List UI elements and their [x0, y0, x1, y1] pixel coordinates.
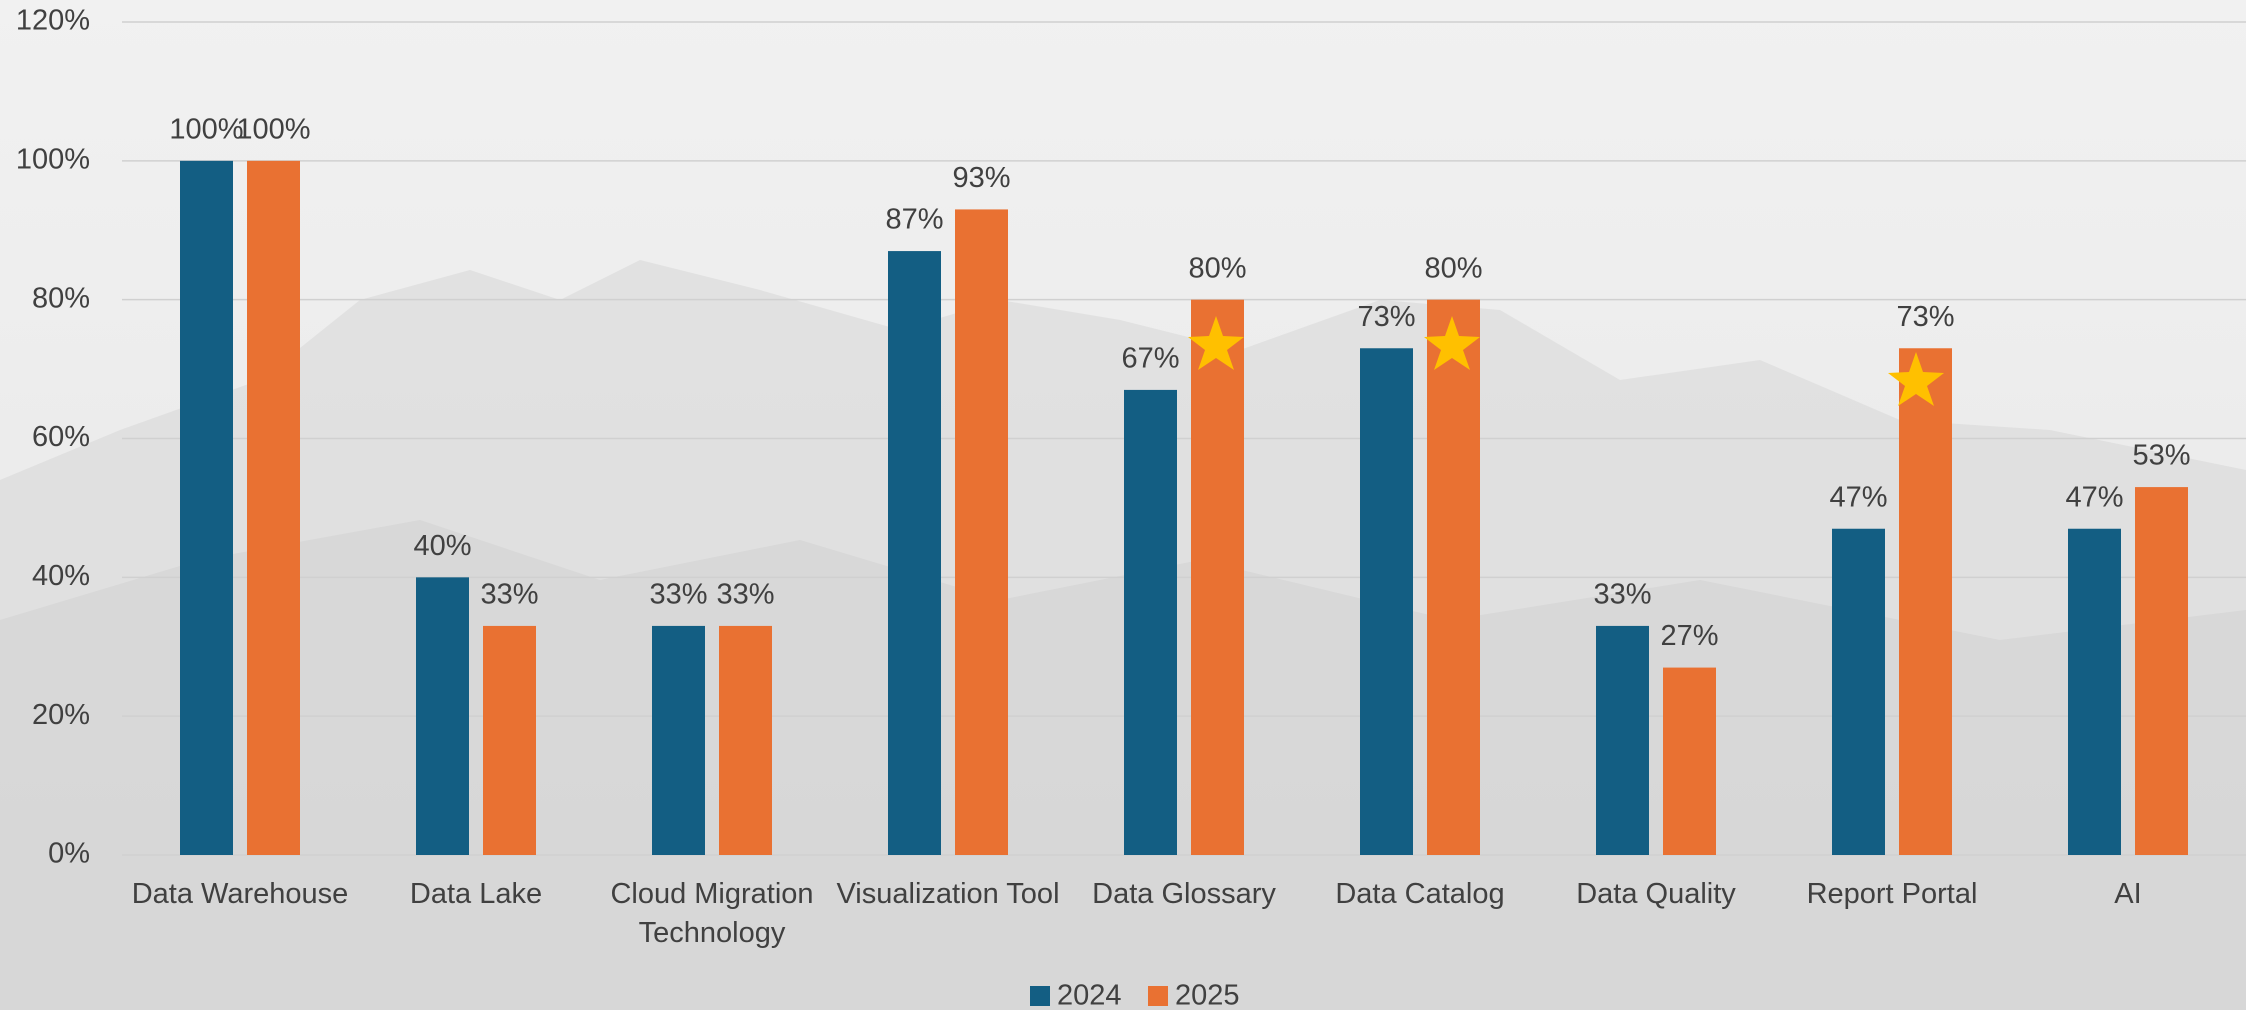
legend-label: 2024: [1057, 980, 1122, 1010]
bar: [888, 251, 941, 855]
data-label: 33%: [649, 579, 707, 611]
data-label: 40%: [413, 530, 471, 562]
bar: [652, 625, 705, 855]
data-label: 47%: [2065, 481, 2123, 513]
x-tick-label: Data Warehouse: [131, 878, 349, 910]
data-label: 67%: [1121, 343, 1179, 375]
y-tick-label: 40%: [32, 560, 90, 592]
legend-label: 2025: [1175, 980, 1240, 1010]
bar: [719, 625, 772, 855]
data-label: 33%: [480, 579, 538, 611]
bar: [2135, 487, 2188, 855]
x-tick-label: Data Catalog: [1335, 878, 1505, 910]
star: [1424, 316, 1480, 370]
bar: [247, 160, 300, 856]
data-label: 80%: [1424, 252, 1482, 284]
data-label: 80%: [1188, 252, 1246, 284]
x-tick-label: Data Quality: [1576, 878, 1736, 910]
x-tick-label: Data Lake: [409, 878, 543, 910]
y-tick-label: 0%: [48, 838, 90, 870]
data-label: 100%: [169, 113, 243, 145]
data-label: 100%: [236, 113, 310, 145]
star-markers: [1188, 316, 1944, 406]
bar: [180, 160, 233, 856]
y-tick-label: 100%: [16, 143, 90, 175]
data-label: 33%: [1593, 579, 1651, 611]
bar: [1663, 667, 1716, 855]
x-tick-label: AI: [2114, 878, 2142, 910]
bar: [1360, 348, 1413, 855]
y-tick-label: 20%: [32, 699, 90, 731]
y-tick-label: 60%: [32, 421, 90, 453]
data-label: 47%: [1829, 481, 1887, 513]
data-label: 53%: [2132, 440, 2190, 472]
legend-swatch: [1148, 986, 1168, 1006]
bar: [1427, 299, 1480, 856]
star: [1888, 352, 1944, 406]
bar: [1832, 528, 1885, 855]
data-label: 27%: [1660, 620, 1718, 652]
bar: [1899, 348, 1952, 855]
data-label: 93%: [952, 162, 1010, 194]
bar: [2068, 528, 2121, 855]
bar: [955, 209, 1008, 856]
bar: [1191, 299, 1244, 856]
x-tick-label: Data Glossary: [1092, 878, 1276, 910]
x-tick-label: Cloud Migration Technology: [610, 878, 814, 949]
x-tick-label: Report Portal: [1806, 878, 1978, 910]
mountain-shade: [0, 520, 2246, 1010]
y-tick-label: 120%: [16, 5, 90, 37]
bar: [416, 577, 469, 855]
data-label: 73%: [1357, 301, 1415, 333]
legend-swatch: [1030, 986, 1050, 1006]
bar: [1596, 625, 1649, 855]
bar: [1124, 389, 1177, 855]
star: [1188, 316, 1244, 370]
data-label: 33%: [716, 579, 774, 611]
y-tick-label: 80%: [32, 282, 90, 314]
data-label: 87%: [885, 204, 943, 236]
x-tick-label: Visualization Tool: [836, 878, 1060, 910]
bar: [483, 625, 536, 855]
data-label: 73%: [1896, 301, 1954, 333]
